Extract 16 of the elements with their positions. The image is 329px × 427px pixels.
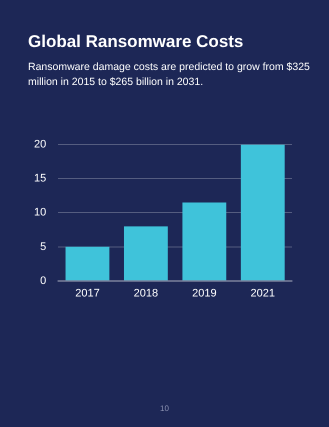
x-tick-label: 2019 (192, 287, 217, 300)
y-tick-label: 20 (34, 138, 46, 151)
y-tick-label: 10 (34, 206, 46, 219)
bar (182, 202, 226, 280)
chart-title: Global Ransomware Costs (28, 32, 244, 52)
bar (240, 144, 285, 280)
x-tick-label: 2017 (75, 287, 100, 300)
bar (124, 226, 168, 280)
bar (66, 246, 110, 280)
y-tick-label: 15 (34, 172, 46, 185)
text: 10 (159, 404, 170, 413)
y-tick-label: 5 (40, 240, 46, 253)
y-tick-label: 0 (40, 274, 46, 287)
x-tick-label: 2018 (134, 287, 158, 300)
chart-subtitle: Ransomware damage costs are predicted to grow from $325 million in 2015 to $265 billion in 2031. (28, 60, 311, 90)
x-tick-label: 2021 (250, 287, 276, 300)
